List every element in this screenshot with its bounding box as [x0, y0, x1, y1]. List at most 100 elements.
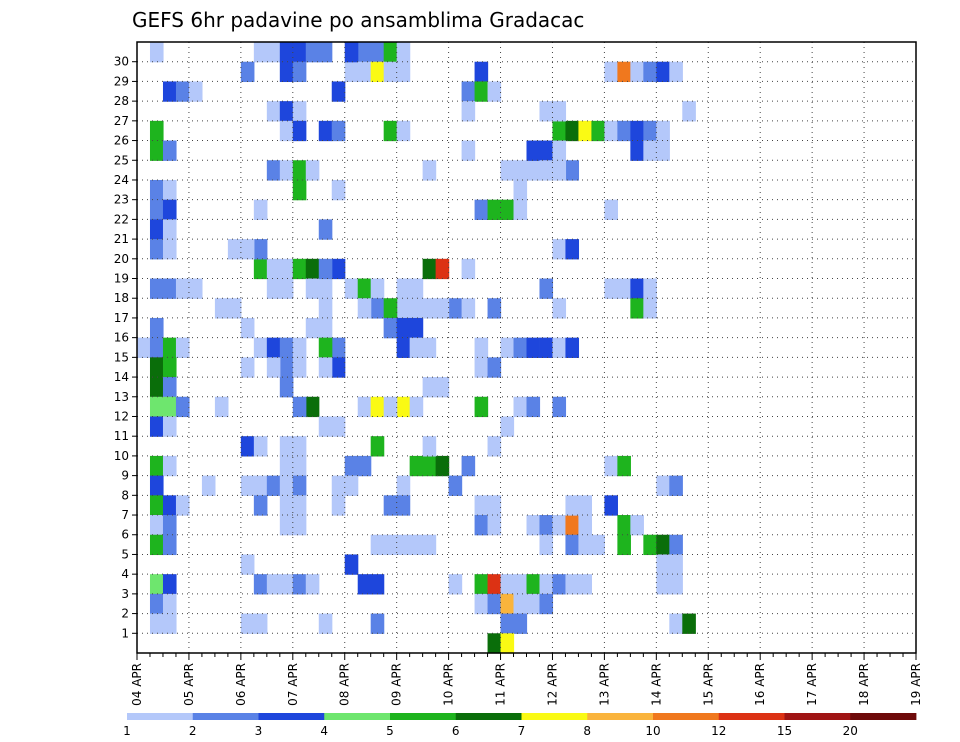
heatmap-cell [240, 554, 255, 575]
heatmap-cell [318, 278, 333, 299]
y-tick-label: 28 [114, 94, 129, 108]
heatmap-cell [552, 396, 567, 418]
y-tick-label: 12 [114, 409, 129, 423]
heatmap-cell [279, 377, 294, 398]
heatmap-cell [396, 337, 411, 358]
heatmap-cell [331, 258, 346, 280]
heatmap-cell [617, 278, 631, 299]
heatmap-cell [617, 455, 631, 477]
heatmap-cell [292, 160, 307, 181]
legend-label: 12 [711, 724, 726, 738]
heatmap-cell [656, 61, 670, 83]
heatmap-cell [500, 199, 515, 220]
heatmap-cell [513, 160, 528, 181]
x-tick-label: 04 APR [130, 663, 144, 706]
heatmap-cell [331, 475, 346, 496]
heatmap-cell [487, 81, 502, 102]
heatmap-cell [604, 495, 618, 516]
heatmap-cell [500, 613, 515, 634]
legend-swatch [521, 713, 588, 720]
heatmap-cell [370, 278, 385, 299]
heatmap-cell [279, 495, 294, 516]
heatmap-cell [409, 298, 424, 319]
legend-swatch [390, 713, 457, 720]
heatmap-cell [331, 495, 346, 516]
heatmap-cell [409, 317, 424, 339]
heatmap-cell [383, 42, 398, 63]
heatmap-cell [396, 298, 411, 319]
legend-label: 4 [320, 724, 328, 738]
heatmap-cell [487, 357, 502, 378]
heatmap-cell [162, 179, 177, 201]
legend-label: 8 [583, 724, 591, 738]
legend-swatch [192, 713, 259, 720]
heatmap-cell [149, 416, 164, 437]
y-tick-label: 5 [121, 547, 129, 561]
heatmap-cell [552, 101, 567, 122]
heatmap-cell [461, 298, 476, 319]
heatmap-cell [630, 278, 644, 299]
y-tick-label: 18 [114, 291, 129, 305]
y-tick-label: 20 [114, 252, 129, 266]
heatmap-cell [474, 337, 489, 358]
heatmap-cell [435, 455, 450, 477]
heatmap-cell [435, 258, 450, 280]
legend-swatch [127, 713, 194, 720]
heatmap-cell [357, 42, 372, 63]
heatmap-cell [331, 179, 346, 201]
y-tick-label: 7 [121, 508, 129, 522]
heatmap-cell [188, 81, 203, 102]
heatmap-cell [318, 219, 333, 240]
y-tick-label: 17 [114, 311, 129, 325]
heatmap-cell [279, 515, 294, 536]
heatmap-cell [474, 61, 489, 83]
heatmap-cell [656, 554, 670, 575]
heatmap-cell [292, 61, 307, 83]
y-tick-label: 15 [114, 350, 129, 364]
heatmap-cell [305, 317, 320, 339]
y-tick-label: 8 [121, 488, 129, 502]
heatmap-cell [357, 61, 372, 83]
heatmap-cell [292, 42, 307, 63]
heatmap-cell [292, 455, 307, 477]
heatmap-cell [279, 574, 294, 595]
heatmap-cell [162, 515, 177, 536]
heatmap-cell [474, 81, 489, 102]
heatmap-cell [162, 199, 177, 220]
heatmap-cell [591, 120, 605, 142]
heatmap-cell [578, 515, 593, 536]
legend-label: 5 [386, 724, 394, 738]
heatmap-cell [461, 140, 476, 161]
heatmap-cell [474, 593, 489, 615]
y-tick-label: 16 [114, 331, 129, 345]
legend-label: 10 [645, 724, 660, 738]
heatmap-cell [487, 633, 502, 654]
heatmap-cell [279, 61, 294, 83]
heatmap-cell [370, 396, 385, 418]
heatmap-cell [422, 377, 437, 398]
x-tick-label: 08 APR [338, 663, 352, 706]
heatmap-cell [617, 61, 631, 83]
legend-swatch [718, 713, 785, 720]
heatmap-cell [565, 337, 580, 358]
heatmap-cell [149, 42, 164, 63]
heatmap-cell [279, 455, 294, 477]
heatmap-cell [630, 120, 644, 142]
heatmap-cell [279, 436, 294, 457]
heatmap-cell [370, 436, 385, 457]
heatmap-cell [396, 61, 411, 83]
heatmap-cells [137, 42, 696, 654]
heatmap-cell [279, 357, 294, 378]
legend-swatch [784, 713, 851, 720]
heatmap-cell [526, 515, 541, 536]
heatmap-cell [643, 140, 657, 161]
heatmap-cell [630, 140, 644, 161]
heatmap-cell [578, 495, 593, 516]
heatmap-cell [669, 475, 683, 496]
heatmap-cell [266, 278, 281, 299]
legend-label: 20 [843, 724, 858, 738]
heatmap-cell [292, 101, 307, 122]
heatmap-cell [500, 593, 515, 615]
heatmap-cell [357, 396, 372, 418]
heatmap-cell [344, 475, 359, 496]
